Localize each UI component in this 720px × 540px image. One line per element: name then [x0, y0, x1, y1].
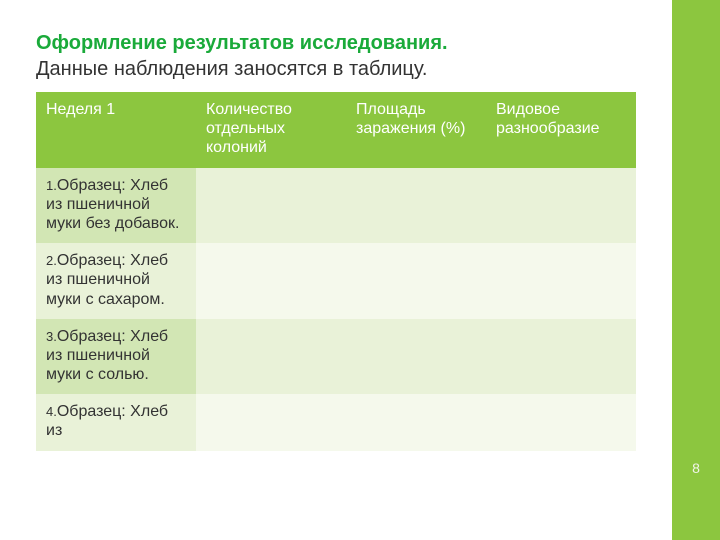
table-header-cell: Количество отдельных колоний [196, 92, 346, 168]
table-cell-sample: 2.Образец: Хлеб из пшеничной муки с саха… [36, 243, 196, 319]
table-header-cell: Неделя 1 [36, 92, 196, 168]
sidebar-accent [672, 0, 720, 540]
table-cell [486, 319, 636, 395]
sample-number: 3. [46, 329, 57, 344]
table-row: 3.Образец: Хлеб из пшеничной муки с соль… [36, 319, 636, 395]
table-cell [196, 243, 346, 319]
table-cell [486, 168, 636, 244]
table-cell [346, 243, 486, 319]
table-row: 1.Образец: Хлеб из пшеничной муки без до… [36, 168, 636, 244]
sample-label: Образец: Хлеб из пшеничной муки с сахаро… [46, 252, 168, 307]
table-header-row: Неделя 1 Количество отдельных колоний Пл… [36, 92, 636, 168]
table-cell [486, 243, 636, 319]
sample-label: Образец: Хлеб из пшеничной муки без доба… [46, 177, 179, 232]
table-cell [196, 168, 346, 244]
sample-number: 4. [46, 404, 57, 419]
page-number: 8 [672, 460, 720, 476]
table-cell [196, 394, 346, 450]
table-cell [346, 319, 486, 395]
table-cell [486, 394, 636, 450]
table-cell [346, 394, 486, 450]
slide: Оформление результатов исследования. Дан… [0, 0, 720, 540]
table-header-cell: Видовое разнообразие [486, 92, 636, 168]
sample-label: Образец: Хлеб из [46, 403, 168, 439]
sample-number: 1. [46, 178, 57, 193]
table-cell-sample: 4.Образец: Хлеб из [36, 394, 196, 450]
table-row: 4.Образец: Хлеб из [36, 394, 636, 450]
sample-number: 2. [46, 253, 57, 268]
table-cell-sample: 1.Образец: Хлеб из пшеничной муки без до… [36, 168, 196, 244]
sample-label: Образец: Хлеб из пшеничной муки с солью. [46, 328, 168, 383]
table-cell-sample: 3.Образец: Хлеб из пшеничной муки с соль… [36, 319, 196, 395]
slide-title-line2: Данные наблюдения заносятся в таблицу. [36, 56, 720, 82]
slide-title-line1: Оформление результатов исследования. [36, 30, 720, 56]
results-table: Неделя 1 Количество отдельных колоний Пл… [36, 92, 636, 451]
table-header-cell: Площадь заражения (%) [346, 92, 486, 168]
table-row: 2.Образец: Хлеб из пшеничной муки с саха… [36, 243, 636, 319]
table-cell [346, 168, 486, 244]
table-cell [196, 319, 346, 395]
